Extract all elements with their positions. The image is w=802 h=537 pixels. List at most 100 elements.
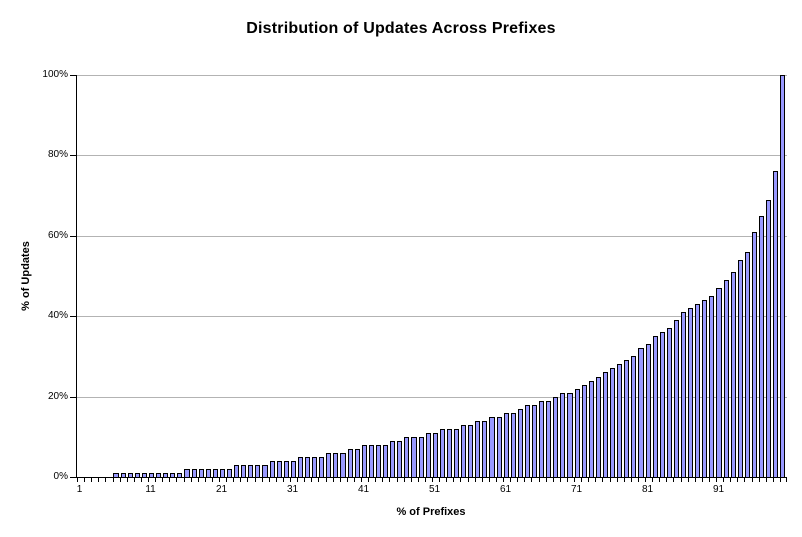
x-axis-tick <box>773 478 774 482</box>
x-axis-tick <box>716 478 717 482</box>
bar <box>673 320 679 477</box>
x-axis-tick <box>326 478 327 482</box>
x-axis-tick <box>127 478 128 482</box>
x-axis-tick <box>539 478 540 482</box>
bar <box>659 332 665 477</box>
x-axis-tick <box>517 478 518 482</box>
x-axis-tick <box>510 478 511 482</box>
x-axis-tick <box>347 478 348 482</box>
x-axis-tick <box>361 478 362 482</box>
x-axis-tick <box>730 478 731 482</box>
bar <box>588 381 594 477</box>
bar <box>496 417 502 477</box>
x-axis-tick <box>567 478 568 482</box>
x-axis-tick <box>333 478 334 482</box>
bar <box>688 308 694 477</box>
bar <box>652 336 658 477</box>
x-tick-label: 21 <box>215 484 228 495</box>
x-axis-tick <box>233 478 234 482</box>
bar <box>468 425 474 477</box>
x-axis-tick <box>290 478 291 482</box>
x-axis-tick <box>311 478 312 482</box>
bar <box>475 421 481 477</box>
bar <box>666 328 672 477</box>
x-axis-tick <box>759 478 760 482</box>
x-axis-tick <box>766 478 767 482</box>
x-axis-tick <box>652 478 653 482</box>
x-axis-tick <box>624 478 625 482</box>
x-tick-label: 61 <box>499 484 512 495</box>
bar <box>610 368 616 477</box>
x-axis-tick <box>247 478 248 482</box>
bar <box>333 453 339 477</box>
bar <box>120 473 126 477</box>
bar <box>744 252 750 477</box>
x-axis-tick <box>610 478 611 482</box>
x-axis-tick <box>205 478 206 482</box>
bar <box>255 465 261 477</box>
x-axis-tick <box>439 478 440 482</box>
x-axis-tick <box>432 478 433 482</box>
bar <box>624 360 630 477</box>
y-tick-label: 20% <box>47 391 68 402</box>
bar <box>347 449 353 477</box>
bar <box>517 409 523 477</box>
bar <box>567 393 573 477</box>
x-tick-label: 31 <box>286 484 299 495</box>
bar <box>134 473 140 477</box>
x-axis-tick <box>226 478 227 482</box>
x-axis-tick <box>786 478 787 482</box>
bar <box>368 445 374 477</box>
bar <box>510 413 516 477</box>
x-axis-tick <box>155 478 156 482</box>
y-axis-tick <box>70 316 77 317</box>
x-axis-tick <box>404 478 405 482</box>
x-axis-tick <box>446 478 447 482</box>
bar <box>404 437 410 477</box>
bar <box>198 469 204 477</box>
bar <box>383 445 389 477</box>
bar <box>397 441 403 477</box>
bar <box>560 393 566 477</box>
bar <box>439 429 445 477</box>
bar <box>156 473 162 477</box>
y-axis-tick <box>70 75 77 76</box>
x-axis-tick <box>191 478 192 482</box>
y-tick-label: 0% <box>53 471 68 482</box>
x-axis-tick <box>219 478 220 482</box>
x-axis-tick <box>709 478 710 482</box>
bar <box>127 473 133 477</box>
bar <box>574 389 580 477</box>
x-axis-tick <box>666 478 667 482</box>
y-axis-tick <box>70 155 77 156</box>
bar <box>305 457 311 477</box>
bar <box>461 425 467 477</box>
x-axis-tick <box>418 478 419 482</box>
bar <box>737 260 743 477</box>
bar <box>524 405 530 477</box>
x-tick-label: 1 <box>76 484 83 495</box>
bar <box>170 473 176 477</box>
x-axis-tick <box>276 478 277 482</box>
x-axis-tick <box>397 478 398 482</box>
x-axis-tick <box>531 478 532 482</box>
bar <box>411 437 417 477</box>
x-axis-tick <box>560 478 561 482</box>
bar <box>375 445 382 477</box>
bar <box>269 461 275 477</box>
bar <box>766 200 772 477</box>
x-axis-tick <box>688 478 689 482</box>
bar <box>354 449 360 477</box>
x-axis-tick <box>212 478 213 482</box>
bar <box>780 75 786 477</box>
x-axis-tick <box>744 478 745 482</box>
x-axis-tick <box>460 478 461 482</box>
bar <box>773 171 779 477</box>
bar <box>212 469 218 477</box>
x-axis-tick <box>304 478 305 482</box>
x-axis-tick <box>375 478 376 482</box>
bar <box>723 280 729 477</box>
bar <box>702 300 708 477</box>
x-axis-tick <box>602 478 603 482</box>
